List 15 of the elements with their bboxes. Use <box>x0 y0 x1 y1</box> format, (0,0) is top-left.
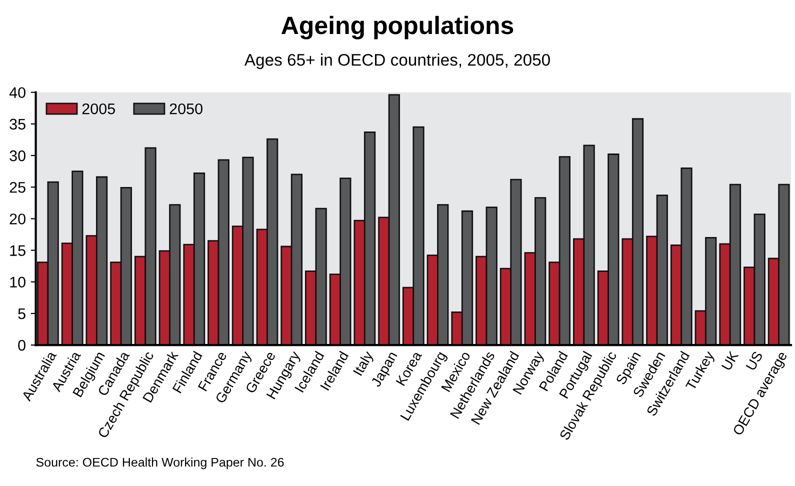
y-tick-label: 35 <box>10 118 26 130</box>
x-tick-label: UK <box>721 350 739 371</box>
y-tick-label: 15 <box>10 245 26 256</box>
y-tick-label: 5 <box>18 308 26 320</box>
legend-label: 2005 <box>82 103 115 114</box>
source-note: Source: OECD Health Working Paper No. 26 <box>36 458 284 470</box>
y-tick-label: 0 <box>18 340 26 351</box>
y-tick-label: 20 <box>10 214 26 224</box>
y-tick-label: 25 <box>10 182 26 193</box>
y-tick-label: 10 <box>10 276 26 288</box>
y-tick-label: 30 <box>10 150 26 162</box>
y-tick-label: 40 <box>9 87 26 98</box>
chart-title: Ageing populations <box>281 16 514 40</box>
chart-subtitle: Ages 65+ in OECD countries, 2005, 2050 <box>244 54 550 70</box>
legend-label: 2050 <box>170 103 202 114</box>
